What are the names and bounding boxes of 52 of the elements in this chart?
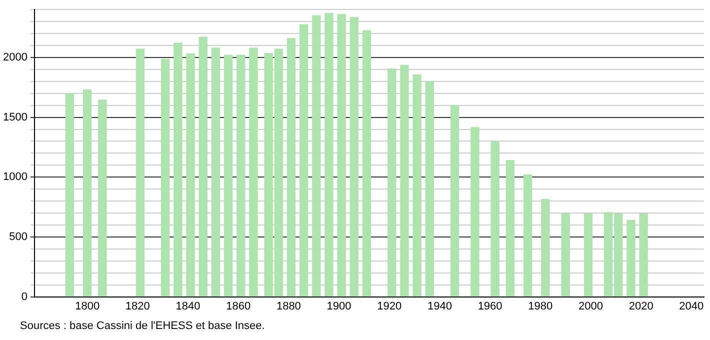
x-tick-label: 1920 xyxy=(377,300,402,312)
bar xyxy=(362,30,372,297)
bar xyxy=(337,14,346,297)
x-tick-label: 2020 xyxy=(628,300,654,312)
bar xyxy=(584,213,593,297)
bar xyxy=(83,89,92,297)
x-tick-label: 1880 xyxy=(276,300,301,312)
y-tick-label: 1500 xyxy=(2,111,28,124)
y-tick-label: 0 xyxy=(21,290,28,303)
x-tick-label: 1840 xyxy=(176,300,200,312)
bar xyxy=(639,213,648,297)
bar xyxy=(161,58,170,297)
bar xyxy=(412,74,422,297)
bar xyxy=(198,36,208,297)
y-tick-label: 2000 xyxy=(2,52,28,64)
bar xyxy=(98,100,107,297)
bar xyxy=(186,54,195,297)
y-tick-label: 500 xyxy=(9,231,28,243)
bar xyxy=(541,198,550,297)
bar xyxy=(470,127,480,297)
x-tick-label: 1800 xyxy=(75,300,100,312)
bar xyxy=(388,68,396,297)
x-tick-label: 1820 xyxy=(125,300,150,312)
x-tick-label: 1960 xyxy=(478,300,502,312)
bar xyxy=(312,15,321,297)
bar xyxy=(450,105,460,297)
bar xyxy=(425,81,434,297)
x-tick-label: 1940 xyxy=(427,300,452,312)
bar xyxy=(174,42,182,297)
bar xyxy=(324,12,334,297)
x-tick-label: 1860 xyxy=(226,300,251,312)
bar xyxy=(626,220,636,297)
bar xyxy=(561,213,570,297)
bar xyxy=(249,48,258,297)
bar xyxy=(136,48,145,297)
bar xyxy=(236,54,246,297)
x-tick-label: 1900 xyxy=(326,300,352,312)
source-note: Sources : base Cassini de l'EHESS et base Insee. xyxy=(20,320,265,332)
bar xyxy=(506,160,515,297)
bar xyxy=(224,54,233,297)
x-tick-label: 2000 xyxy=(578,300,603,312)
y-tick-label: 1000 xyxy=(2,171,28,184)
bar xyxy=(65,93,74,297)
bar xyxy=(490,140,500,297)
bar xyxy=(286,38,296,297)
x-tick-label: 1980 xyxy=(528,300,553,312)
bar xyxy=(350,17,358,297)
bar xyxy=(211,48,220,297)
bar xyxy=(299,24,308,297)
x-tick-label: 2040 xyxy=(679,300,704,312)
bar xyxy=(400,64,409,297)
bar xyxy=(523,174,532,297)
